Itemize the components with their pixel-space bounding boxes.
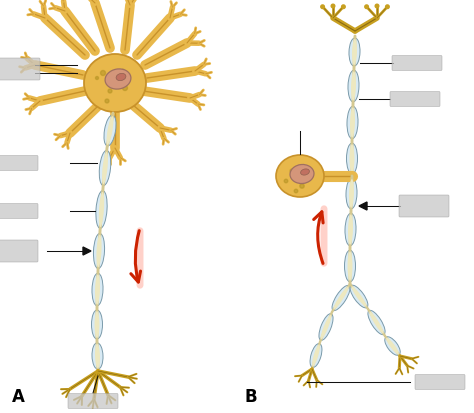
Ellipse shape [99, 151, 111, 186]
FancyBboxPatch shape [399, 195, 449, 218]
Ellipse shape [347, 252, 353, 281]
Ellipse shape [84, 55, 146, 113]
Polygon shape [83, 247, 91, 255]
Circle shape [375, 5, 379, 9]
Circle shape [342, 6, 345, 9]
Ellipse shape [290, 165, 314, 184]
Circle shape [386, 6, 389, 9]
Ellipse shape [368, 311, 385, 335]
Ellipse shape [320, 315, 331, 339]
FancyBboxPatch shape [0, 156, 38, 171]
Ellipse shape [93, 234, 105, 269]
FancyBboxPatch shape [0, 240, 38, 262]
Ellipse shape [92, 273, 103, 306]
Circle shape [290, 170, 294, 173]
FancyBboxPatch shape [0, 204, 38, 219]
Ellipse shape [332, 286, 350, 311]
Ellipse shape [348, 71, 359, 102]
Circle shape [303, 167, 307, 170]
Ellipse shape [95, 275, 100, 305]
Text: B: B [245, 387, 258, 405]
Ellipse shape [116, 74, 126, 81]
Circle shape [95, 77, 99, 80]
Ellipse shape [96, 235, 101, 268]
Ellipse shape [102, 152, 108, 185]
Circle shape [100, 71, 106, 76]
FancyBboxPatch shape [390, 92, 440, 107]
Ellipse shape [312, 344, 320, 367]
Circle shape [300, 184, 304, 189]
Ellipse shape [351, 287, 366, 307]
Circle shape [365, 6, 368, 9]
Ellipse shape [99, 192, 104, 228]
Ellipse shape [346, 179, 357, 209]
Ellipse shape [352, 40, 357, 66]
Ellipse shape [105, 70, 131, 90]
Circle shape [105, 100, 109, 104]
Ellipse shape [107, 117, 113, 145]
Ellipse shape [349, 39, 360, 67]
Ellipse shape [91, 310, 102, 339]
Ellipse shape [319, 314, 333, 340]
Text: A: A [12, 387, 25, 405]
Ellipse shape [94, 311, 100, 338]
Circle shape [331, 5, 335, 9]
Ellipse shape [276, 156, 324, 197]
Ellipse shape [369, 312, 384, 334]
Ellipse shape [92, 343, 103, 369]
Circle shape [284, 180, 288, 183]
Ellipse shape [96, 191, 107, 229]
Ellipse shape [386, 338, 399, 354]
FancyBboxPatch shape [392, 56, 442, 71]
Ellipse shape [351, 72, 356, 102]
Ellipse shape [350, 285, 368, 308]
Ellipse shape [346, 144, 357, 174]
Circle shape [321, 6, 324, 9]
Ellipse shape [333, 287, 348, 310]
FancyBboxPatch shape [415, 375, 465, 389]
Ellipse shape [310, 344, 322, 368]
Ellipse shape [345, 251, 356, 282]
Circle shape [121, 70, 125, 74]
Ellipse shape [350, 108, 355, 138]
Ellipse shape [349, 180, 354, 208]
FancyBboxPatch shape [68, 394, 118, 408]
Ellipse shape [349, 145, 355, 173]
Circle shape [122, 86, 128, 91]
Ellipse shape [301, 169, 310, 176]
Ellipse shape [95, 344, 100, 368]
Circle shape [108, 90, 112, 94]
Ellipse shape [347, 107, 358, 140]
FancyBboxPatch shape [0, 59, 40, 81]
Polygon shape [359, 202, 367, 211]
Ellipse shape [385, 337, 400, 356]
Ellipse shape [345, 214, 356, 246]
Circle shape [294, 190, 298, 193]
Ellipse shape [348, 215, 353, 245]
Ellipse shape [104, 116, 116, 147]
